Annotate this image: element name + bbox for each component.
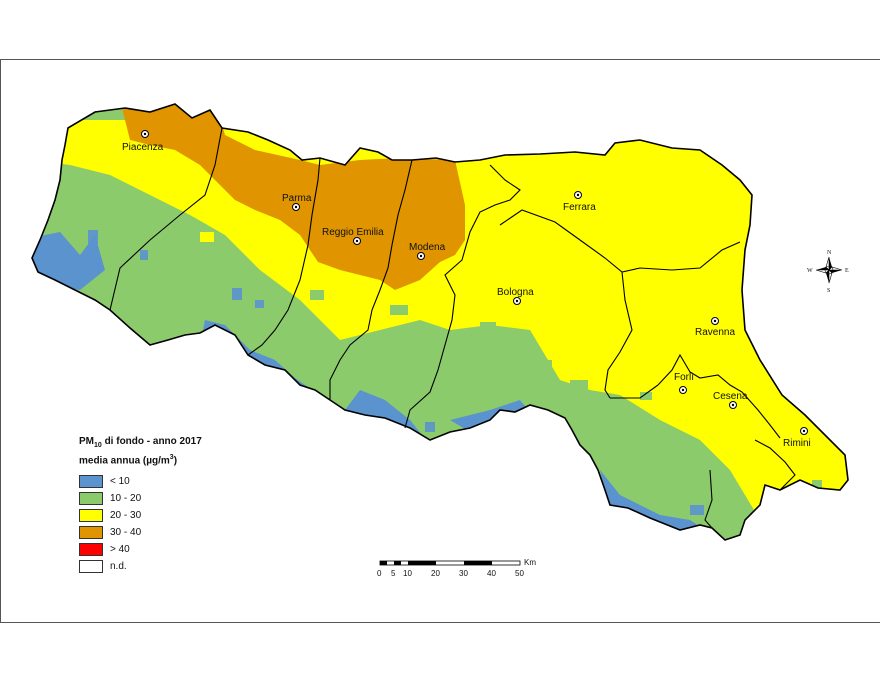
city-label-ravenna: Ravenna	[695, 327, 735, 338]
legend: PM10 di fondo - anno 2017 media annua (µ…	[79, 436, 279, 575]
legend-swatch	[79, 526, 103, 540]
scale-tick-50: 50	[515, 569, 524, 578]
city-ravenna[interactable]: Ravenna	[695, 317, 735, 339]
compass-s: S	[827, 288, 830, 294]
scale-tick-0: 0	[377, 569, 382, 578]
region-border	[31, 103, 849, 541]
city-label-piacenza: Piacenza	[122, 142, 164, 153]
city-modena[interactable]: Modena	[409, 242, 446, 260]
city-label-rimini: Rimini	[783, 438, 811, 449]
city-markers: Piacenza Parma Reggio Emilia Modena Ferr…	[122, 130, 811, 450]
city-label-forli: Forlì	[674, 372, 694, 383]
city-parma[interactable]: Parma	[282, 193, 312, 211]
province-borders	[109, 127, 796, 529]
city-cesena[interactable]: Cesena	[713, 391, 748, 409]
legend-item: 20 - 30	[79, 507, 279, 524]
city-label-modena: Modena	[409, 242, 446, 253]
legend-rows: < 10 10 - 20 20 - 30 30 - 40 > 40 n.d.	[79, 473, 279, 575]
compass-w: W	[807, 268, 813, 274]
city-label-bologna: Bologna	[497, 287, 534, 298]
compass-rose-icon: N S E W	[807, 250, 849, 294]
legend-swatch	[79, 492, 103, 506]
legend-title: PM10 di fondo - anno 2017	[79, 436, 202, 449]
legend-label: n.d.	[110, 561, 127, 573]
legend-label: 30 - 40	[110, 527, 142, 539]
legend-label: < 10	[110, 476, 130, 488]
scale-tick-40: 40	[487, 569, 496, 578]
city-bologna[interactable]: Bologna	[497, 287, 534, 305]
city-label-parma: Parma	[282, 193, 312, 204]
city-piacenza[interactable]: Piacenza	[122, 130, 164, 154]
city-forli[interactable]: Forlì	[674, 372, 694, 394]
scale-tick-10: 10	[403, 569, 412, 578]
legend-item: 30 - 40	[79, 524, 279, 541]
compass-e: E	[845, 268, 849, 274]
legend-item: < 10	[79, 473, 279, 490]
legend-swatch	[79, 543, 103, 557]
legend-label: 10 - 20	[110, 493, 142, 505]
legend-item: n.d.	[79, 558, 279, 575]
legend-subtitle: media annua (µg/m3)	[79, 454, 178, 467]
scale-bar: Km 0 5 10 20 30 40 50	[377, 558, 536, 578]
scale-tick-5: 5	[391, 569, 396, 578]
city-label-ferrara: Ferrara	[563, 202, 596, 213]
city-ferrara[interactable]: Ferrara	[563, 191, 596, 214]
city-rimini[interactable]: Rimini	[783, 427, 811, 450]
map-frame	[0, 59, 880, 623]
legend-label: > 40	[110, 544, 130, 556]
scale-tick-20: 20	[431, 569, 440, 578]
city-reggio-emilia[interactable]: Reggio Emilia	[322, 227, 384, 245]
scale-unit: Km	[524, 558, 536, 567]
compass-n: N	[827, 250, 832, 256]
city-label-reggio-emilia: Reggio Emilia	[322, 227, 384, 238]
legend-swatch	[79, 475, 103, 489]
legend-label: 20 - 30	[110, 510, 142, 522]
legend-swatch	[79, 509, 103, 523]
legend-item: 10 - 20	[79, 490, 279, 507]
scale-tick-30: 30	[459, 569, 468, 578]
legend-item: > 40	[79, 541, 279, 558]
legend-swatch	[79, 560, 103, 574]
city-label-cesena: Cesena	[713, 391, 748, 402]
